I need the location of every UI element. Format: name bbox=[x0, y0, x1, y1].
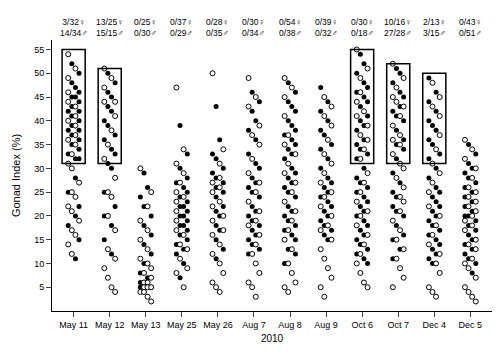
svg-text:Oct 7: Oct 7 bbox=[387, 320, 409, 330]
svg-text:Aug 9: Aug 9 bbox=[314, 320, 338, 330]
svg-text:30: 30 bbox=[34, 164, 44, 174]
svg-text:35: 35 bbox=[34, 140, 44, 150]
svg-text:2010: 2010 bbox=[261, 333, 284, 344]
svg-text:15: 15 bbox=[34, 235, 44, 245]
svg-text:Gonad Index (%): Gonad Index (%) bbox=[10, 134, 22, 217]
svg-text:May 13: May 13 bbox=[131, 320, 161, 330]
svg-text:20: 20 bbox=[34, 211, 44, 221]
svg-text:5: 5 bbox=[39, 282, 44, 292]
svg-text:13/25♀15/15♂: 13/25♀15/15♂ bbox=[96, 17, 124, 38]
svg-text:May 26: May 26 bbox=[203, 320, 233, 330]
svg-text:Dec 4: Dec 4 bbox=[423, 320, 447, 330]
svg-text:25: 25 bbox=[34, 187, 44, 197]
svg-text:0/39♀0/32♂: 0/39♀0/32♂ bbox=[315, 17, 338, 38]
svg-text:55: 55 bbox=[34, 45, 44, 55]
svg-text:May 12: May 12 bbox=[95, 320, 125, 330]
svg-text:Aug 7: Aug 7 bbox=[242, 320, 266, 330]
svg-text:0/37♀0/29♂: 0/37♀0/29♂ bbox=[170, 17, 193, 38]
svg-text:May 25: May 25 bbox=[167, 320, 197, 330]
svg-text:Dec 5: Dec 5 bbox=[459, 320, 483, 330]
svg-text:40: 40 bbox=[34, 116, 44, 126]
svg-text:45: 45 bbox=[34, 92, 44, 102]
svg-text:3/32♀14/34♂: 3/32♀14/34♂ bbox=[60, 17, 88, 38]
svg-text:0/30♀0/34♂: 0/30♀0/34♂ bbox=[242, 17, 265, 38]
svg-text:10: 10 bbox=[34, 259, 44, 269]
svg-text:0/25♀0/30♂: 0/25♀0/30♂ bbox=[134, 17, 157, 38]
svg-text:0/54♀0/38♂: 0/54♀0/38♂ bbox=[279, 17, 302, 38]
svg-text:10/16♀27/28♂: 10/16♀27/28♂ bbox=[384, 17, 412, 38]
svg-text:0/30♀0/18♂: 0/30♀0/18♂ bbox=[351, 17, 374, 38]
svg-text:2/13♀3/15♂: 2/13♀3/15♂ bbox=[423, 17, 446, 38]
svg-text:0/43♀0/51♂: 0/43♀0/51♂ bbox=[459, 17, 482, 38]
svg-text:Oct 6: Oct 6 bbox=[351, 320, 373, 330]
svg-text:0/28♀0/35♂: 0/28♀0/35♂ bbox=[206, 17, 229, 38]
svg-text:50: 50 bbox=[34, 68, 44, 78]
svg-text:Aug 8: Aug 8 bbox=[278, 320, 302, 330]
svg-text:May 11: May 11 bbox=[59, 320, 88, 330]
